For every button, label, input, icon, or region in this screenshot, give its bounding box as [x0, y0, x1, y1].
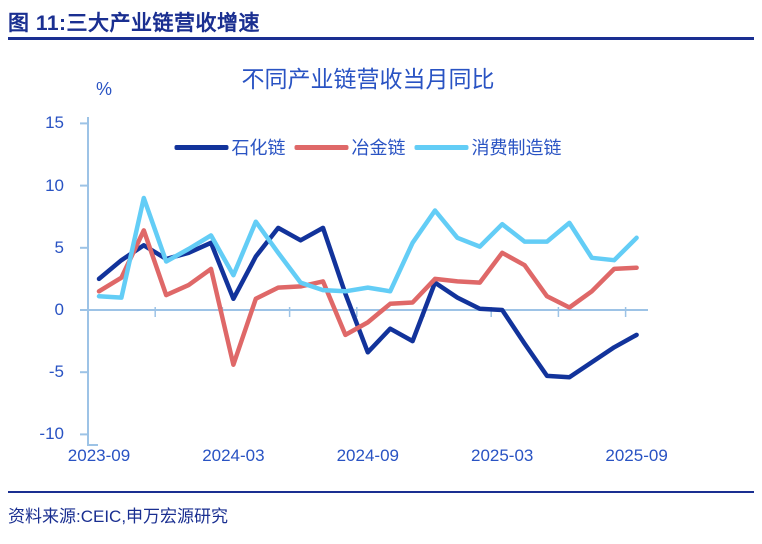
- legend-item-consumer-mfg: 消费制造链: [414, 134, 562, 160]
- y-axis-unit-label: %: [96, 79, 113, 99]
- title-underline: [8, 37, 754, 40]
- petrochemical-line-swatch: [174, 144, 229, 150]
- x-tick-label: 2025-03: [470, 446, 534, 465]
- x-tick-label: 2024-09: [336, 446, 399, 465]
- legend-label: 石化链: [231, 138, 286, 158]
- y-axis: [87, 117, 98, 446]
- x-tick-label: 2025-09: [605, 446, 668, 465]
- y-tick-label: 0: [54, 300, 64, 319]
- y-tick-label: 5: [54, 237, 64, 257]
- legend-label: 消费制造链: [471, 138, 562, 158]
- source-note: 资料来源:CEIC,申万宏源研究: [8, 507, 229, 526]
- figure-title: 图 11:三大产业链营收增速: [8, 12, 261, 35]
- chart-legend: 石化链 冶金链 消费制造链: [174, 134, 562, 160]
- metallurgy-line-swatch: [294, 144, 349, 150]
- series-line-petrochemical: [96, 225, 639, 380]
- source-divider: [8, 491, 754, 493]
- series-line-consumer-mfg: [96, 195, 639, 300]
- y-tick-label: -5: [48, 362, 64, 382]
- x-tick-label: 2023-09: [67, 446, 131, 465]
- series-line-metallurgy: [96, 228, 639, 367]
- y-tick-label: 15: [45, 113, 64, 133]
- y-tick-label: -10: [39, 424, 64, 444]
- legend-item-petrochemical: 石化链: [174, 134, 286, 160]
- y-tick-label: 10: [45, 175, 64, 195]
- chart-title: 不同产业链营收当月同比: [241, 66, 495, 92]
- legend-label: 冶金链: [351, 138, 406, 158]
- legend-item-metallurgy: 冶金链: [294, 134, 406, 160]
- x-tick-label: 2024-03: [202, 446, 265, 465]
- consumer-mfg-line-swatch: [414, 144, 469, 150]
